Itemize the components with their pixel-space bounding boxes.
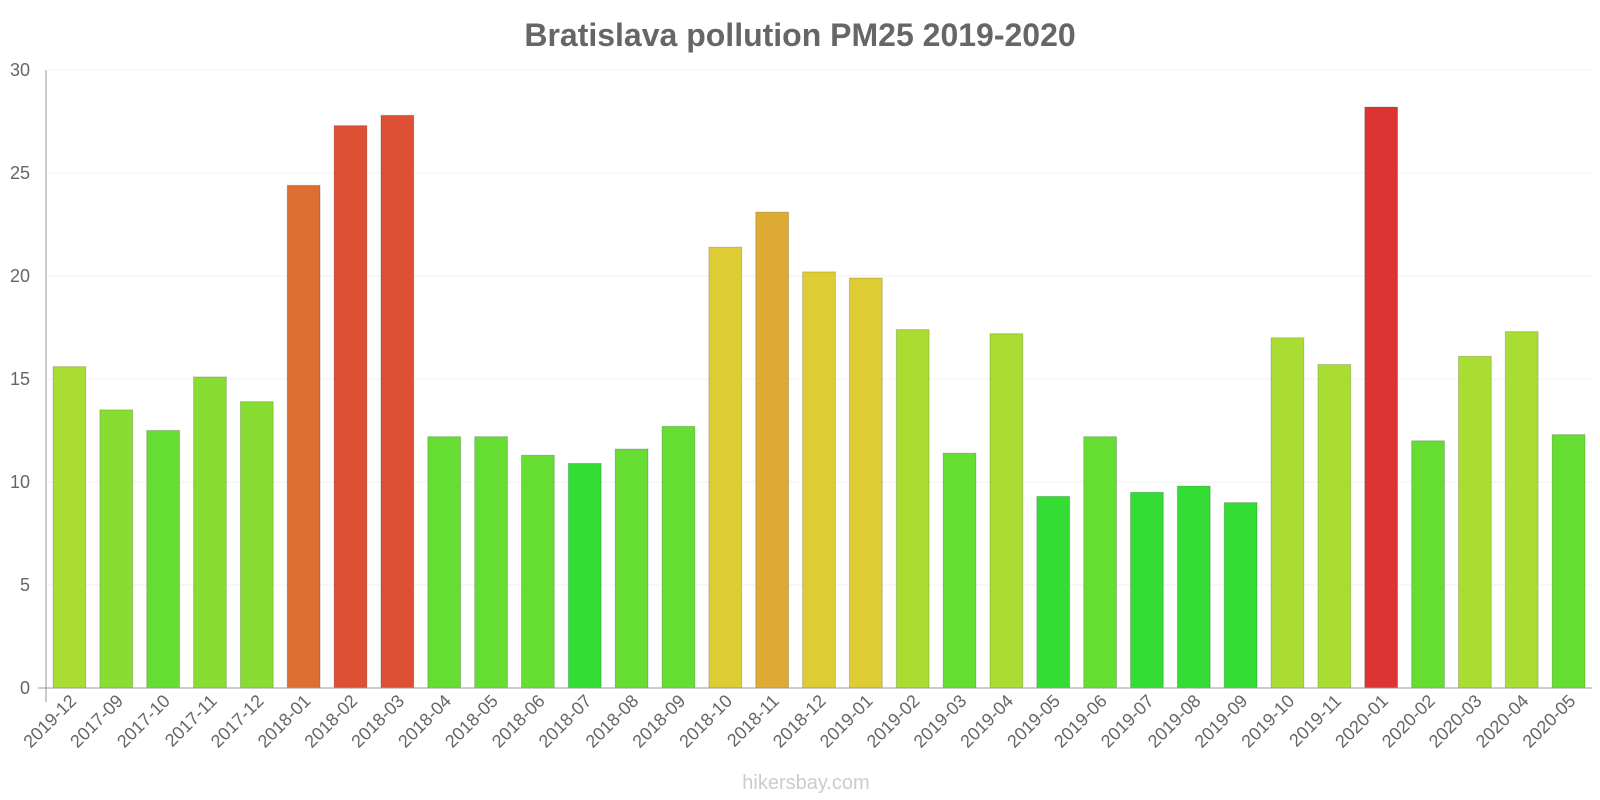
bar-2019-08[interactable] (1176, 485, 1211, 689)
bar-2017-09[interactable] (99, 409, 134, 689)
y-axis-ticks: 0 5 10 15 20 25 30 (10, 60, 30, 698)
bar-2018-01[interactable] (286, 184, 321, 689)
bar-2018-09[interactable] (661, 425, 696, 689)
bar-2018-05[interactable] (474, 436, 508, 689)
bar-2017-12[interactable] (239, 401, 274, 689)
x-tick-label: 2020-05 (1519, 691, 1580, 752)
y-tick-label: 25 (10, 163, 30, 183)
y-tick-label: 10 (10, 472, 30, 492)
bar-2019-09[interactable] (1223, 502, 1258, 689)
bar-2019-01[interactable] (848, 277, 883, 689)
x-axis-ticks: 2019-122017-092017-102017-112017-122018-… (19, 691, 1579, 752)
bar-2017-11[interactable] (193, 376, 227, 689)
bar-2018-04[interactable] (427, 436, 462, 689)
watermark: hikersbay.com (742, 772, 869, 794)
bar-2019-10[interactable] (1270, 337, 1305, 689)
bar-2020-03[interactable] (1457, 355, 1492, 689)
bars (52, 106, 1586, 689)
chart-title: Bratislava pollution PM25 2019-2020 (524, 17, 1075, 53)
bar-2019-12[interactable] (52, 366, 87, 689)
bar-2019-04[interactable] (989, 333, 1024, 689)
bar-2019-07[interactable] (1130, 491, 1164, 689)
bar-2018-12[interactable] (802, 271, 836, 689)
bar-2018-10[interactable] (708, 246, 743, 689)
bar-2019-11[interactable] (1317, 364, 1352, 689)
bar-2018-07[interactable] (567, 462, 602, 689)
bar-2019-05[interactable] (1036, 495, 1071, 689)
bar-2019-02[interactable] (895, 329, 930, 689)
bar-2018-03[interactable] (380, 114, 415, 689)
y-tick-label: 0 (20, 678, 30, 698)
y-tick-label: 15 (10, 369, 30, 389)
bar-2018-11[interactable] (755, 211, 790, 689)
y-tick-label: 20 (10, 266, 30, 286)
x-tick-label: 2019-10 (1237, 691, 1298, 752)
bar-2019-06[interactable] (1083, 436, 1117, 689)
bar-2020-05[interactable] (1551, 434, 1586, 689)
bar-2020-04[interactable] (1504, 331, 1539, 689)
bar-2019-03[interactable] (942, 452, 977, 689)
bar-2018-02[interactable] (333, 125, 368, 689)
x-tick-label: 2018-10 (675, 691, 736, 752)
x-tick-label: 2017-10 (113, 691, 174, 752)
bar-2020-01[interactable] (1364, 106, 1399, 689)
y-tick-label: 30 (10, 60, 30, 80)
bar-2018-06[interactable] (521, 454, 555, 689)
bar-2018-08[interactable] (614, 448, 649, 689)
y-tick-label: 5 (20, 575, 30, 595)
bar-2020-02[interactable] (1411, 440, 1445, 689)
bar-2017-10[interactable] (146, 430, 181, 689)
